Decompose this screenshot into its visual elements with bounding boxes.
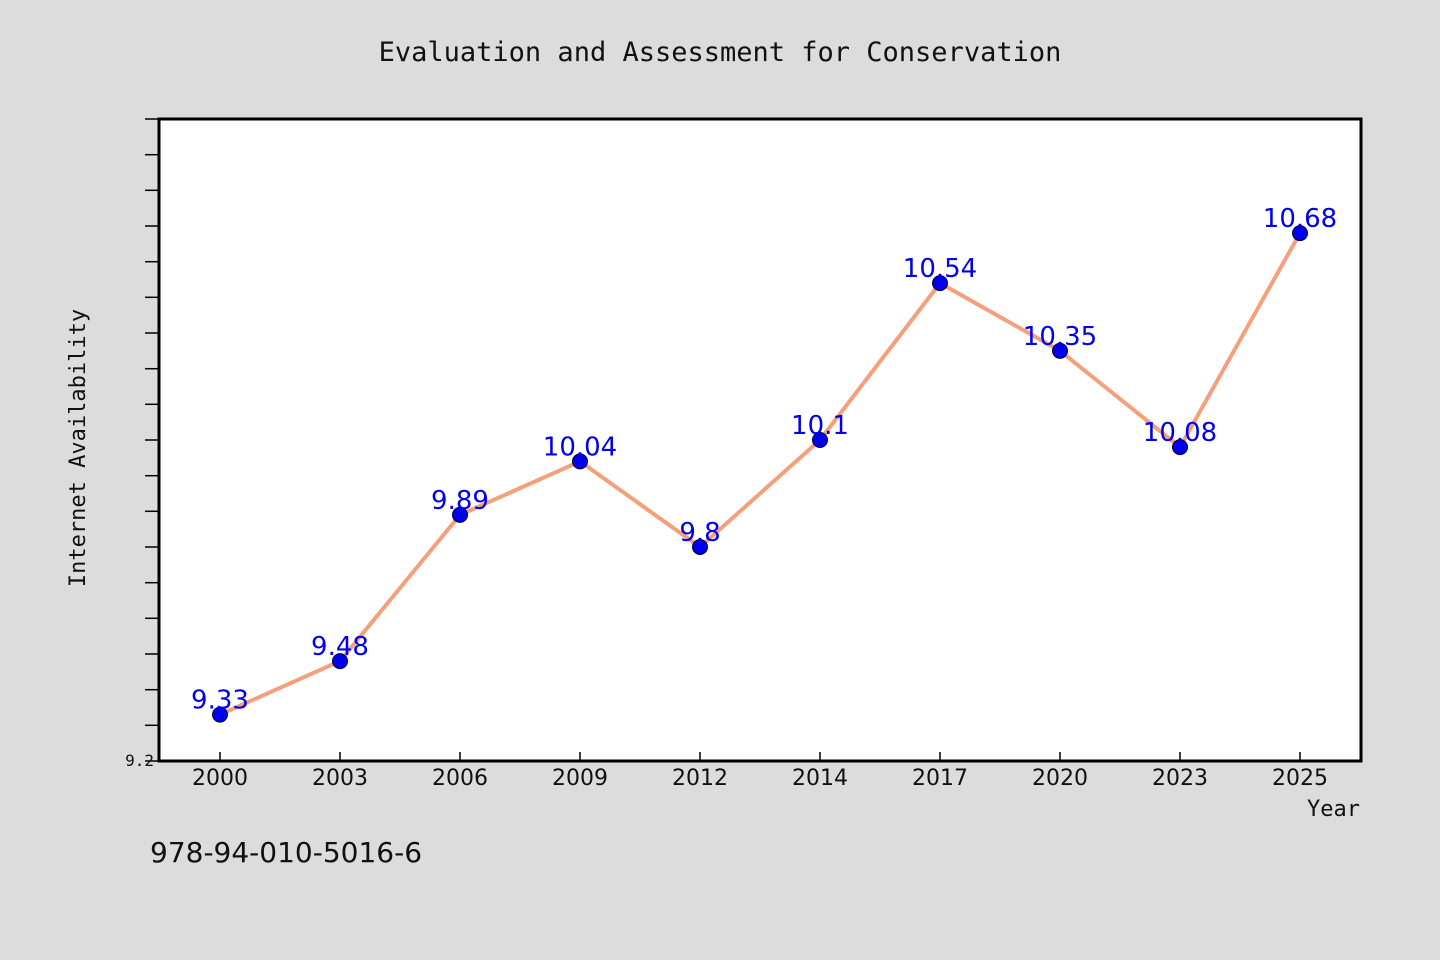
- y-axis-ticks: 9.2: [125, 118, 159, 770]
- plot-area: [159, 119, 1361, 761]
- data-point-2009: [572, 453, 588, 470]
- x-tick-label-2025: 2025: [1272, 766, 1328, 791]
- x-axis-ticks: 2000 2003 2006 2009 2012 2014 2017 2020 2023 2025: [192, 752, 1328, 791]
- x-tick-label-2006: 2006: [432, 766, 488, 791]
- data-point-2006: [452, 506, 468, 523]
- data-point-2000: [212, 706, 228, 723]
- data-label-2009: 10.04: [543, 432, 617, 462]
- data-point-2003: [332, 653, 348, 670]
- data-label-2014: 10.1: [791, 411, 849, 441]
- data-label-2020: 10.35: [1023, 322, 1097, 352]
- x-tick-label-2012: 2012: [672, 766, 728, 791]
- data-label-2012: 9.8: [679, 518, 720, 548]
- x-tick-label-2020: 2020: [1032, 766, 1088, 791]
- data-label-2000: 9.33: [191, 686, 249, 716]
- data-label-2025: 10.68: [1263, 204, 1337, 234]
- x-tick-label-2014: 2014: [792, 766, 848, 791]
- data-label-2023: 10.08: [1143, 418, 1217, 448]
- x-tick-label-2000: 2000: [192, 766, 248, 791]
- data-label-2017: 10.54: [903, 254, 977, 284]
- x-axis-title: Year: [1307, 797, 1360, 822]
- data-point-2012: [692, 539, 708, 555]
- x-tick-label-2009: 2009: [552, 766, 608, 791]
- x-tick-label-2023: 2023: [1152, 766, 1208, 791]
- chart-title: Evaluation and Assessment for Conservati…: [379, 37, 1062, 68]
- data-point-2025: [1292, 225, 1308, 242]
- y-tick-label: 9.2: [125, 751, 154, 770]
- x-tick-label-2003: 2003: [312, 766, 368, 791]
- data-point-2020: [1052, 342, 1068, 359]
- data-label-2006: 9.89: [431, 486, 489, 516]
- y-axis-title: Internet Availability: [66, 309, 91, 587]
- data-label-2003: 9.48: [311, 632, 369, 662]
- x-tick-label-2017: 2017: [912, 766, 968, 791]
- footer-identifier: 978-94-010-5016-6: [150, 836, 422, 869]
- data-point-2014: [812, 432, 828, 448]
- data-point-2017: [932, 275, 948, 292]
- data-point-2023: [1172, 439, 1188, 456]
- series-line: [218, 231, 1302, 717]
- series-layer: 9.33 9.48 9.89 10.04 9.8 10.1 10.54 10.35 10.08 1…: [191, 204, 1337, 723]
